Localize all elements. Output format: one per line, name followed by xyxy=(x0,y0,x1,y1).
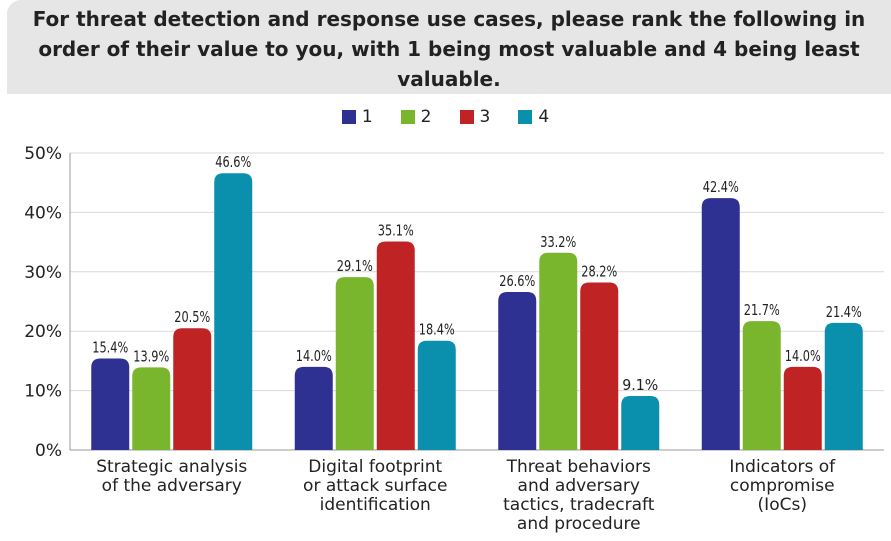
y-tick-label: 0% xyxy=(35,441,62,461)
bar-series-4-cat-1 xyxy=(214,173,253,451)
category-label-line: Threat behaviors xyxy=(506,457,651,477)
category-label: Threat behaviors and adversary tactics, tr… xyxy=(484,458,674,534)
category-label-line: identification xyxy=(319,495,431,515)
data-label: 28.2% xyxy=(581,262,617,280)
legend-label-1: 1 xyxy=(361,107,373,127)
data-label: 20.5% xyxy=(174,308,210,326)
legend-item-3: 3 xyxy=(459,107,491,127)
data-label: 46.6% xyxy=(215,153,251,171)
chart-panel xyxy=(7,94,891,541)
bar-series-1-cat-2 xyxy=(294,366,333,450)
bar-series-4-cat-2 xyxy=(417,340,456,450)
legend: 1 2 3 4 xyxy=(0,106,891,128)
chart-header: For threat detection and response use ca… xyxy=(7,0,891,92)
category-label-line: and procedure xyxy=(516,514,641,534)
data-label: 21.4% xyxy=(826,303,862,321)
y-tick-label: 40% xyxy=(24,203,62,223)
category-label-line: Indicators of xyxy=(729,457,836,477)
bar-series-2-cat-1 xyxy=(132,367,171,450)
legend-item-1: 1 xyxy=(341,107,373,127)
y-tick-label: 50% xyxy=(24,144,62,164)
legend-swatch-4 xyxy=(518,110,533,124)
category-label: Digital footprint or attack surface identi… xyxy=(280,458,470,515)
legend-label-4: 4 xyxy=(538,107,550,127)
legend-item-4: 4 xyxy=(518,107,549,127)
category-label-line: and adversary xyxy=(517,476,640,496)
bar-series-2-cat-4 xyxy=(742,321,781,450)
bar-series-1-cat-4 xyxy=(701,198,740,450)
data-label: 42.4% xyxy=(703,178,739,196)
data-label: 35.1% xyxy=(378,222,414,240)
category-label: Strategic analysis of the adversary xyxy=(77,458,267,496)
legend-swatch-3 xyxy=(459,110,474,124)
bar-series-4-cat-3 xyxy=(621,395,660,450)
y-tick-label: 20% xyxy=(24,322,62,342)
bar-series-1-cat-1 xyxy=(91,358,130,450)
legend-label-3: 3 xyxy=(479,107,491,127)
category-label-line: (IoCs) xyxy=(757,495,807,515)
bar-series-4-cat-4 xyxy=(824,322,863,450)
bar-series-3-cat-4 xyxy=(783,366,822,450)
data-label: 26.6% xyxy=(499,272,535,290)
data-label: 29.1% xyxy=(337,257,373,275)
y-tick-label: 30% xyxy=(24,263,62,283)
bar-series-2-cat-3 xyxy=(539,252,578,450)
bar-series-3-cat-1 xyxy=(173,328,212,450)
chart-title: For threat detection and response use ca… xyxy=(32,7,866,91)
category-label-line: of the adversary xyxy=(101,476,242,496)
category-label-line: or attack surface xyxy=(303,476,448,496)
bar-series-2-cat-2 xyxy=(335,277,374,450)
category-label-line: tactics, tradecraft xyxy=(503,495,655,515)
data-label: 21.7% xyxy=(744,301,780,319)
data-label: 18.4% xyxy=(419,321,455,339)
y-tick-label: 10% xyxy=(24,382,62,402)
data-label: 14.0% xyxy=(785,347,821,365)
data-label: 33.2% xyxy=(540,233,576,251)
data-label: 15.4% xyxy=(92,339,128,357)
data-label: 14.0% xyxy=(296,347,332,365)
data-label: 13.9% xyxy=(133,347,169,365)
category-label-line: compromise xyxy=(729,476,835,496)
data-label: 9.1% xyxy=(622,376,658,394)
category-label-line: Digital footprint xyxy=(308,457,443,477)
bar-series-3-cat-3 xyxy=(580,282,619,450)
bar-series-1-cat-3 xyxy=(498,291,537,450)
category-label-line: Strategic analysis xyxy=(96,457,248,477)
legend-label-2: 2 xyxy=(420,107,432,127)
legend-swatch-2 xyxy=(400,110,415,124)
legend-item-2: 2 xyxy=(400,107,432,127)
bar-series-3-cat-2 xyxy=(376,241,415,450)
legend-swatch-1 xyxy=(341,110,356,124)
category-label: Indicators of compromise (IoCs) xyxy=(687,458,877,515)
